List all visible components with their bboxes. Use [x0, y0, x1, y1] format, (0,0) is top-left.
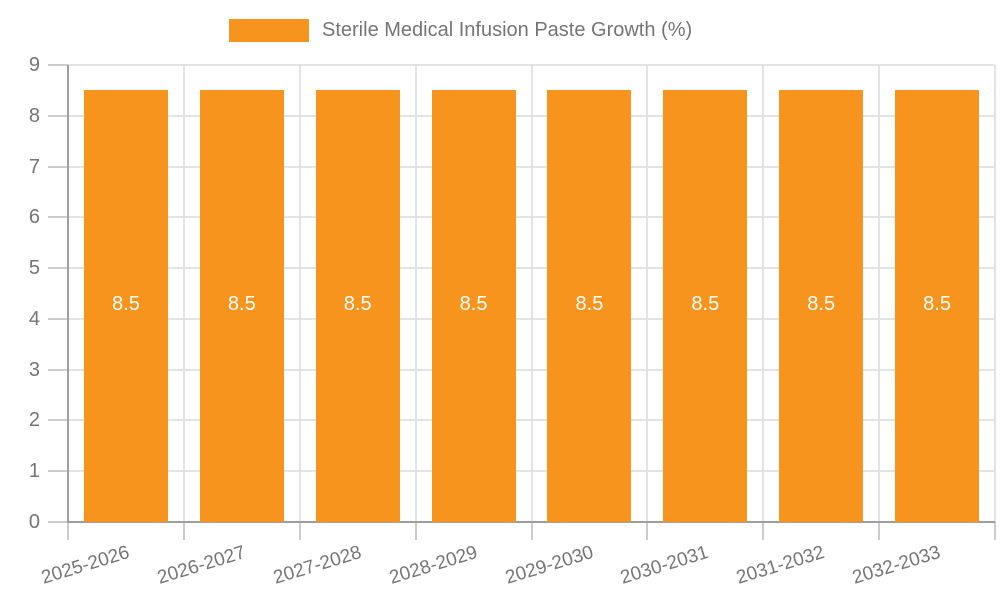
x-tick	[182, 522, 185, 540]
y-axis-tick-label: 0	[28, 511, 40, 533]
y-tick	[48, 114, 68, 117]
gridline-vertical	[878, 65, 881, 522]
bar-value-label: 8.5	[691, 293, 720, 316]
x-tick	[298, 522, 301, 540]
bar[interactable]	[895, 90, 980, 522]
x-tick	[646, 522, 649, 540]
y-tick	[48, 419, 68, 422]
x-tick	[530, 522, 533, 540]
bar[interactable]	[199, 90, 284, 522]
y-axis-tick-label: 4	[28, 307, 40, 330]
legend-swatch	[229, 19, 309, 42]
x-tick	[762, 522, 765, 540]
x-tick	[67, 522, 69, 540]
bar[interactable]	[315, 90, 400, 522]
bar[interactable]	[547, 90, 632, 522]
y-axis-tick-label: 9	[28, 54, 40, 76]
gridline-vertical	[414, 65, 417, 522]
gridline-vertical	[646, 65, 649, 522]
bar-value-label: 8.5	[923, 293, 951, 316]
y-axis-tick-label: 7	[28, 155, 40, 178]
bar[interactable]	[83, 90, 168, 522]
y-tick	[48, 521, 68, 523]
bar-value-label: 8.5	[575, 293, 604, 316]
x-axis-tick-label: 2025-2026	[39, 542, 133, 589]
y-tick	[48, 165, 68, 168]
x-axis-line	[67, 521, 995, 523]
legend-label: Sterile Medical Infusion Paste Growth (%…	[322, 19, 693, 41]
bar-value-label: 8.5	[112, 293, 140, 316]
x-axis-tick-label: 2026-2027	[154, 542, 248, 589]
y-tick	[48, 216, 68, 219]
chart-legend[interactable]: Sterile Medical Infusion Paste Growth (%…	[229, 19, 692, 42]
y-axis-tick-label: 2	[28, 409, 40, 432]
y-tick	[48, 267, 68, 270]
y-tick	[48, 64, 68, 66]
y-axis-tick-label: 3	[28, 358, 40, 381]
x-tick	[994, 522, 996, 540]
x-axis-tick-label: 2028-2029	[386, 542, 480, 589]
y-tick	[48, 368, 68, 371]
x-axis-tick-label: 2032-2033	[850, 542, 944, 589]
y-axis-tick-label: 1	[28, 460, 40, 483]
gridline-vertical	[994, 65, 996, 522]
gridline-vertical	[182, 65, 185, 522]
x-axis-tick-label: 2029-2030	[502, 542, 596, 589]
bar-value-label: 8.5	[459, 293, 488, 316]
x-axis-tick-label: 2031-2032	[734, 542, 828, 589]
gridline-vertical	[530, 65, 533, 522]
gridline-vertical	[762, 65, 765, 522]
y-axis-tick-label: 8	[28, 104, 40, 127]
x-tick	[878, 522, 881, 540]
gridline-vertical	[298, 65, 301, 522]
y-tick	[48, 317, 68, 320]
y-tick	[48, 470, 68, 473]
bar[interactable]	[663, 90, 748, 522]
bar-value-label: 8.5	[343, 293, 372, 316]
y-axis-line	[67, 65, 69, 522]
bar-value-label: 8.5	[807, 293, 836, 316]
bar[interactable]	[431, 90, 516, 522]
y-axis-tick-label: 6	[28, 206, 40, 229]
bar-value-label: 8.5	[227, 293, 256, 316]
y-axis-tick-label: 5	[28, 257, 40, 280]
x-axis-tick-label: 2027-2028	[270, 542, 364, 589]
x-axis-tick-label: 2030-2031	[618, 542, 712, 589]
x-tick	[414, 522, 417, 540]
bar[interactable]	[779, 90, 864, 522]
